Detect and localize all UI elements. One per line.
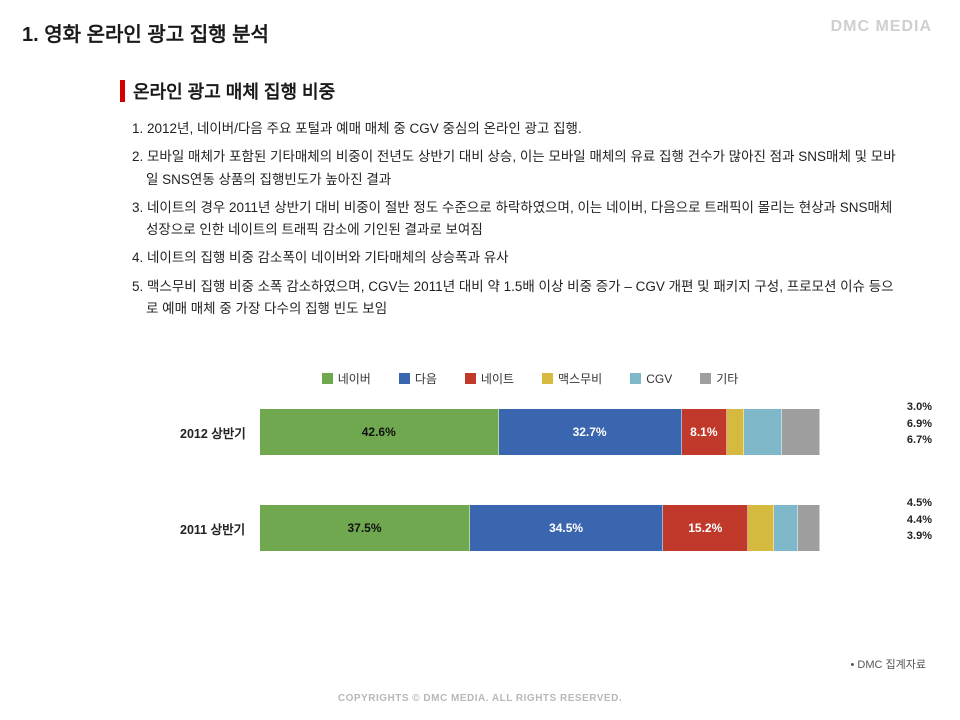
legend-item: 기타: [700, 370, 738, 387]
bullet-item: 5. 맥스무비 집행 비중 소폭 감소하였으며, CGV는 2011년 대비 약…: [132, 276, 900, 321]
bar-row: 2012 상반기42.6%32.7%8.1%3.0%6.9%6.7%: [180, 409, 880, 455]
bar-track: 37.5%34.5%15.2%4.5%4.4%3.9%: [260, 505, 880, 551]
legend-swatch-icon: [700, 373, 711, 384]
page-footer: COPYRIGHTS © DMC MEDIA. ALL RIGHTS RESER…: [0, 693, 960, 704]
legend-label: 기타: [716, 370, 738, 387]
legend-label: 네이버: [338, 370, 371, 387]
bar-side-label: 4.5%: [907, 495, 932, 512]
legend-swatch-icon: [542, 373, 553, 384]
legend-item: 네이버: [322, 370, 371, 387]
bullet-list: 1. 2012년, 네이버/다음 주요 포털과 예매 매체 중 CGV 중심의 …: [132, 118, 900, 320]
bar-side-labels: 4.5%4.4%3.9%: [907, 495, 932, 545]
bar-segment: 8.1%: [682, 409, 727, 455]
bar-segment: [748, 505, 773, 551]
bar-segment: 37.5%: [260, 505, 470, 551]
bullet-item: 1. 2012년, 네이버/다음 주요 포털과 예매 매체 중 CGV 중심의 …: [132, 118, 900, 140]
bar-side-label: 3.9%: [907, 528, 932, 545]
bar-segment: [782, 409, 820, 455]
bar-side-label: 6.9%: [907, 416, 932, 433]
legend-swatch-icon: [630, 373, 641, 384]
chart-legend: 네이버 다음 네이트 맥스무비 CGV 기타: [180, 370, 880, 387]
bar-side-label: 3.0%: [907, 399, 932, 416]
bullet-item: 3. 네이트의 경우 2011년 상반기 대비 비중이 절반 정도 수준으로 하…: [132, 197, 900, 242]
page-title: 1. 영화 온라인 광고 집행 분석: [22, 18, 269, 47]
bar-side-label: 4.4%: [907, 512, 932, 529]
legend-swatch-icon: [465, 373, 476, 384]
legend-swatch-icon: [322, 373, 333, 384]
bar-track: 42.6%32.7%8.1%3.0%6.9%6.7%: [260, 409, 880, 455]
bullet-item: 2. 모바일 매체가 포함된 기타매체의 비중이 전년도 상반기 대비 상승, …: [132, 146, 900, 191]
bar-row-label: 2011 상반기: [180, 519, 260, 538]
legend-item: 네이트: [465, 370, 514, 387]
bar-segment: [727, 409, 744, 455]
legend-item: 다음: [399, 370, 437, 387]
legend-label: 다음: [415, 370, 437, 387]
brand-logo: DMC MEDIA: [831, 18, 932, 36]
chart-source: DMC 집계자료: [850, 656, 926, 672]
subtitle-row: 온라인 광고 매체 집행 비중: [120, 78, 900, 104]
stacked-bar-chart: 네이버 다음 네이트 맥스무비 CGV 기타 2012 상반기42.6%32.7%8.1%…: [180, 370, 880, 601]
bar-row-label: 2012 상반기: [180, 423, 260, 442]
legend-label: 맥스무비: [558, 370, 602, 387]
bar-side-labels: 3.0%6.9%6.7%: [907, 399, 932, 449]
accent-bar-icon: [120, 80, 125, 102]
bar-row: 2011 상반기37.5%34.5%15.2%4.5%4.4%3.9%: [180, 505, 880, 551]
bullet-item: 4. 네이트의 집행 비중 감소폭이 네이버와 기타매체의 상승폭과 유사: [132, 247, 900, 269]
bar-side-label: 6.7%: [907, 432, 932, 449]
legend-item: CGV: [630, 370, 672, 387]
bar-segment: 15.2%: [663, 505, 748, 551]
bar-segment: [744, 409, 783, 455]
bar-segment: [798, 505, 820, 551]
section-subtitle: 온라인 광고 매체 집행 비중: [133, 78, 335, 104]
content-area: 온라인 광고 매체 집행 비중 1. 2012년, 네이버/다음 주요 포털과 …: [120, 78, 900, 326]
legend-label: CGV: [646, 372, 672, 386]
bar-segment: [774, 505, 799, 551]
chart-bars: 2012 상반기42.6%32.7%8.1%3.0%6.9%6.7% 2011 상…: [180, 409, 880, 551]
bar-segment: 32.7%: [499, 409, 682, 455]
legend-label: 네이트: [481, 370, 514, 387]
bar-segment: 34.5%: [470, 505, 663, 551]
legend-item: 맥스무비: [542, 370, 602, 387]
bar-segment: 42.6%: [260, 409, 499, 455]
legend-swatch-icon: [399, 373, 410, 384]
